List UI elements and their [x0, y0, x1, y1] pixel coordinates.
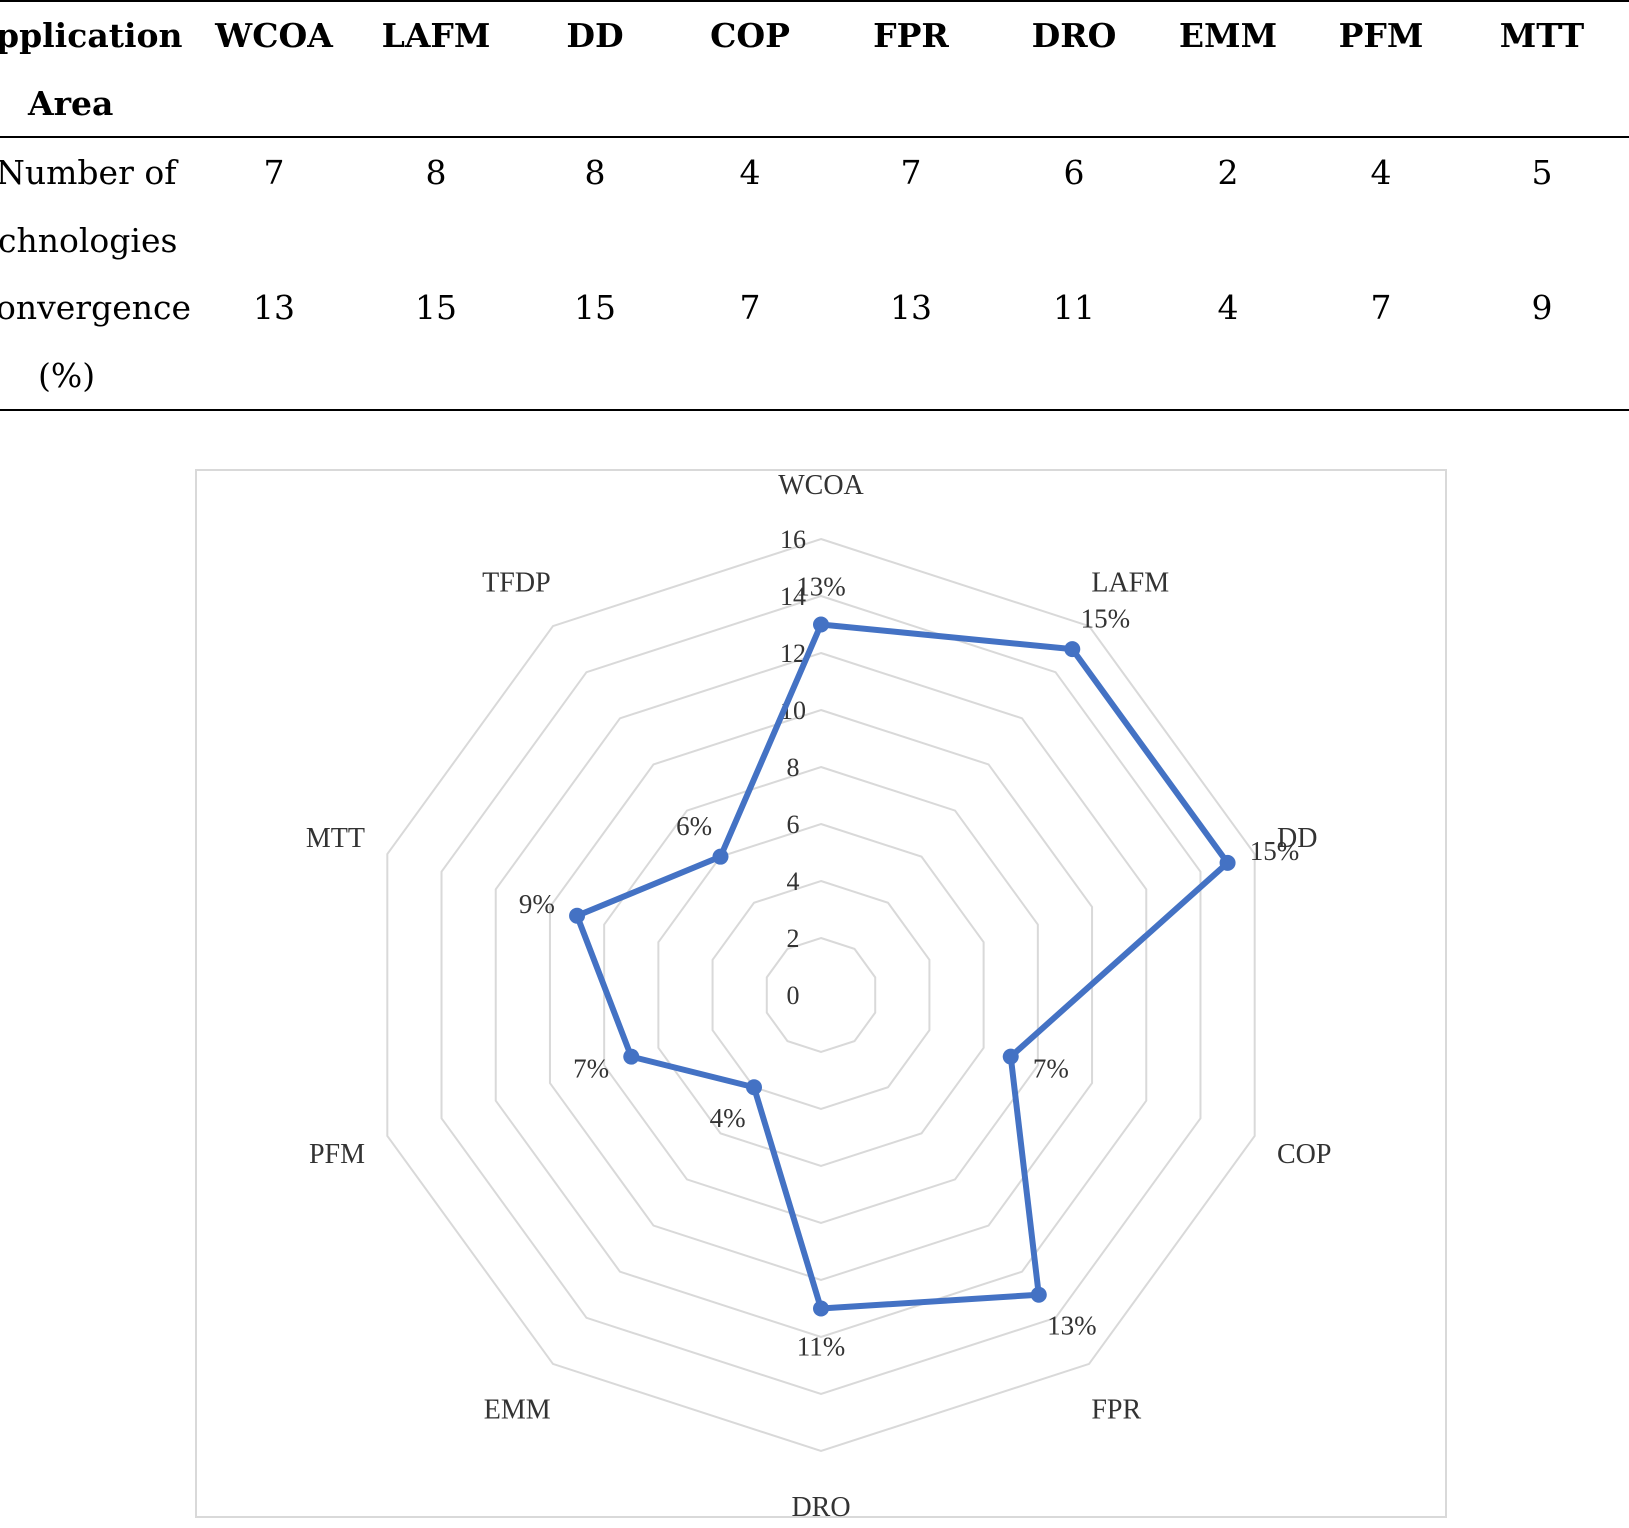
axis-tick-label-6: 6 [787, 810, 800, 839]
table-cell: 7 [739, 288, 761, 327]
row-label-application-area-line1: pplication [0, 16, 183, 55]
category-label-dd: DD [1277, 823, 1317, 854]
axis-tick-label-2: 2 [787, 924, 800, 953]
data-label-tfdp: 6% [676, 811, 712, 841]
column-header-emm: EMM [1178, 16, 1278, 55]
table-bottom-rule [0, 409, 1629, 411]
column-header-dd: DD [566, 16, 624, 55]
data-point-wcoa [813, 616, 829, 633]
grid-ring-8 [603, 765, 1039, 1225]
data-label-dro: 11% [797, 1332, 846, 1362]
column-header-fpr: FPR [873, 16, 949, 55]
table-cell: 8 [584, 153, 606, 192]
data-point-dro [813, 1300, 829, 1317]
data-point-fpr [1030, 1286, 1047, 1303]
table-header-rule [0, 136, 1629, 138]
data-label-cop: 7% [1033, 1053, 1069, 1083]
data-point-lafm [1064, 641, 1081, 658]
table-cell: 11 [1053, 288, 1095, 327]
data-label-pfm: 7% [573, 1053, 609, 1083]
column-header-cop: COP [710, 16, 790, 55]
category-label-wcoa: WCOA [778, 470, 864, 501]
row-label-convergence-line2: (%) [38, 356, 96, 395]
category-label-pfm: PFM [309, 1139, 365, 1170]
table-cell: 13 [890, 288, 932, 327]
data-label-mtt: 9% [519, 889, 555, 919]
table-cell: 7 [1370, 288, 1392, 327]
row-label-technologies-line2: chnologies [0, 221, 178, 260]
table-cell: 8 [425, 153, 447, 192]
data-label-lafm: 15% [1081, 603, 1131, 633]
table-cell: 6 [1063, 153, 1085, 192]
category-label-lafm: LAFM [1091, 568, 1169, 599]
data-point-dd [1219, 854, 1236, 871]
column-header-dro: DRO [1031, 16, 1117, 55]
table-cell: 13 [253, 288, 295, 327]
column-header-wcoa: WCOA [215, 16, 333, 55]
grid-ring-14 [440, 594, 1202, 1396]
table-cell: 4 [1217, 288, 1239, 327]
grid-ring-2 [765, 936, 877, 1054]
grid-ring-12 [494, 651, 1148, 1339]
series-line [574, 621, 1231, 1312]
data-point-tfdp [712, 848, 729, 865]
category-label-fpr: FPR [1091, 1394, 1141, 1425]
data-label-dd: 15% [1250, 836, 1300, 866]
row-label-technologies-line1: Number of [0, 153, 177, 192]
data-point-emm [745, 1079, 762, 1096]
axis-tick-label-4: 4 [787, 867, 800, 896]
column-header-pfm: PFM [1338, 16, 1424, 55]
table-cell: 5 [1531, 153, 1553, 192]
table-cell: 4 [1370, 153, 1392, 192]
table-cell: 4 [739, 153, 761, 192]
data-point-mtt [569, 907, 586, 924]
table-cell: 7 [263, 153, 285, 192]
data-point-pfm [623, 1048, 640, 1065]
grid-ring-4 [711, 879, 931, 1111]
data-point-cop [1002, 1048, 1019, 1065]
row-label-application-area-line2: Area [28, 84, 114, 123]
category-label-mtt: MTT [306, 823, 365, 854]
grid-ring-10 [548, 708, 1094, 1282]
chart-frame [195, 469, 1447, 1518]
data-label-fpr: 13% [1047, 1310, 1097, 1340]
axis-tick-label-16: 16 [780, 525, 806, 554]
grid-ring-16 [386, 537, 1256, 1453]
category-label-dro: DRO [791, 1492, 850, 1523]
row-label-convergence-line1: onvergence [0, 288, 191, 327]
table-cell: 9 [1531, 288, 1553, 327]
axis-tick-label-0: 0 [787, 981, 800, 1010]
axis-tick-label-14: 14 [780, 582, 806, 611]
data-label-wcoa: 13% [796, 572, 846, 602]
grid-ring-6 [657, 822, 985, 1168]
category-label-tfdp: TFDP [482, 568, 550, 599]
category-label-cop: COP [1277, 1139, 1331, 1170]
table-cell: 2 [1217, 153, 1239, 192]
column-header-lafm: LAFM [381, 16, 491, 55]
table-cell: 15 [574, 288, 616, 327]
table-top-rule [0, 0, 1629, 2]
data-table: pplication Area WCOA LAFM DD COP FPR DRO… [0, 0, 1629, 415]
column-header-mtt: MTT [1499, 16, 1585, 55]
category-label-emm: EMM [484, 1394, 551, 1425]
axis-tick-label-8: 8 [787, 753, 800, 782]
data-label-emm: 4% [710, 1103, 746, 1133]
table-cell: 7 [900, 153, 922, 192]
table-cell: 15 [415, 288, 457, 327]
